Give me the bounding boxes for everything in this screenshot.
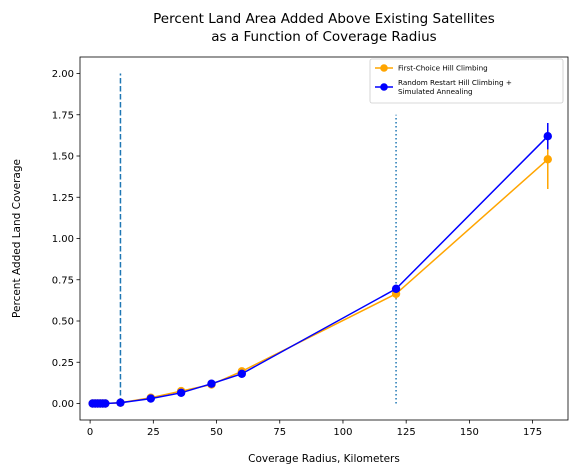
data-point (543, 155, 552, 164)
y-tick-label: 1.25 (52, 193, 74, 204)
series-line-1 (92, 135, 549, 405)
plot-area (88, 73, 552, 408)
y-tick-label: 1.75 (52, 110, 74, 121)
axes-frame (79, 56, 569, 421)
y-tick-label: 1.50 (52, 152, 74, 163)
x-tick-label: 25 (147, 427, 160, 438)
data-point (101, 399, 110, 408)
x-tick-label: 0 (87, 427, 93, 438)
legend-swatch-marker (380, 83, 388, 91)
x-tick-label: 100 (333, 427, 352, 438)
data-point (391, 284, 401, 294)
data-point (146, 394, 155, 403)
data-point (543, 132, 552, 141)
title-line-1: as a Function of Coverage Radius (211, 29, 436, 45)
y-tick-label: 0.25 (52, 358, 74, 369)
data-point (176, 388, 186, 397)
y-tick-label: 0.50 (52, 317, 74, 328)
data-point (207, 379, 216, 388)
x-tick-label: 175 (523, 427, 542, 438)
series-line-0 (92, 158, 549, 405)
x-tick-label: 125 (397, 427, 416, 438)
y-axis-label: Percent Added Land Coverage (11, 159, 23, 318)
y-tick-label: 1.00 (52, 234, 74, 245)
data-point (116, 398, 125, 407)
x-tick-label: 50 (210, 427, 223, 438)
legend-box (369, 58, 564, 104)
legend-label: Random Restart Hill Climbing + Simulated … (398, 78, 512, 96)
legend-label: First-Choice Hill Climbing (398, 64, 488, 73)
x-tick-label: 150 (460, 427, 479, 438)
axes: 0 25 50 75 100 125 150 175 0.00 0.25 0.50 0.75 1.00 1… (52, 56, 569, 438)
data-point (237, 369, 247, 378)
y-tick-label: 0.75 (52, 275, 74, 286)
x-tick-label: 75 (273, 427, 286, 438)
legend-swatch-marker (380, 64, 388, 72)
y-tick-label: 0.00 (52, 399, 74, 410)
chart-title: Percent Land Area Added Above Existing S… (153, 11, 495, 45)
y-tick-label: 2.00 (52, 69, 74, 80)
title-line-0: Percent Land Area Added Above Existing S… (153, 11, 495, 27)
legend: First-Choice Hill Climbing Random Restart… (369, 58, 564, 104)
x-axis-label: Coverage Radius, Kilometers (248, 453, 400, 465)
